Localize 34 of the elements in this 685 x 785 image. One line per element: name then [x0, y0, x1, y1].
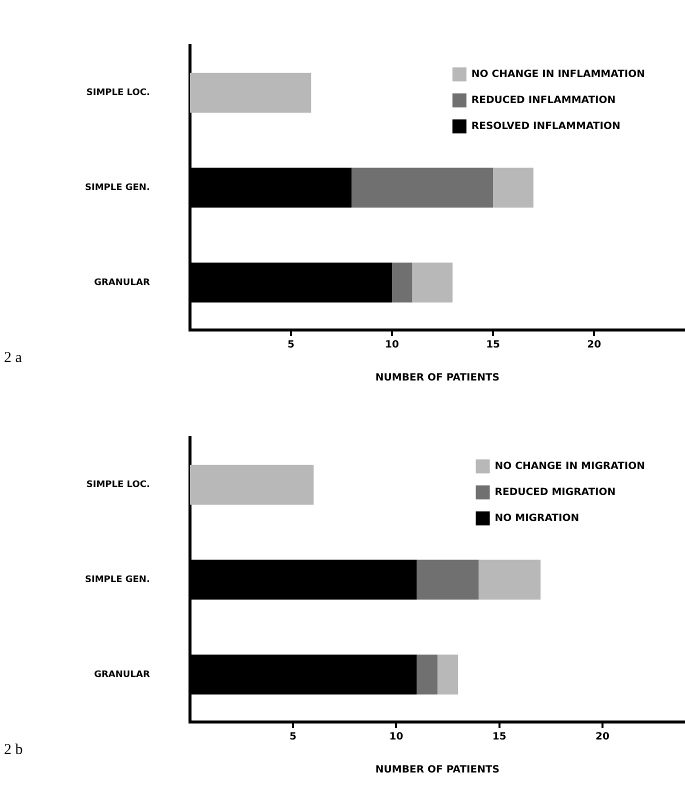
y-tick-label: SIMPLE GEN.: [84, 575, 150, 586]
legend-label: REDUCED MIGRATION: [494, 486, 616, 498]
bar: [392, 262, 412, 302]
x-tick-label: 10: [385, 340, 399, 351]
bar: [190, 464, 314, 505]
legend-label: REDUCED INFLAMMATION: [471, 94, 616, 106]
x-tick-label: 5: [290, 732, 297, 743]
legend-label: NO CHANGE IN MIGRATION: [494, 460, 646, 472]
legend-label: RESOLVED INFLAMMATION: [471, 120, 620, 132]
y-tick-label: SIMPLE GEN.: [84, 183, 150, 194]
bar: [352, 168, 494, 208]
x-axis-title: NUMBER OF PATIENTS: [375, 764, 500, 776]
x-axis-title: NUMBER OF PATIENTS: [375, 372, 500, 384]
x-tick-label: 15: [486, 340, 500, 351]
bar: [478, 560, 541, 600]
bar: [416, 654, 438, 694]
y-tick-label: GRANULAR: [94, 670, 150, 680]
x-tick-label: 10: [389, 732, 404, 743]
bar: [493, 168, 534, 208]
x-tick-label: 20: [596, 732, 610, 743]
text: 2 a: [4, 350, 22, 366]
text: 2 b: [4, 742, 23, 758]
bar: [437, 654, 458, 694]
bar: [190, 72, 312, 113]
y-tick-label: SIMPLE LOC.: [86, 88, 150, 98]
x-tick-label: 15: [492, 732, 506, 743]
y-tick-label: SIMPLE LOC.: [86, 480, 150, 490]
y-tick-label: GRANULAR: [94, 278, 150, 288]
legend-label: NO CHANGE IN INFLAMMATION: [471, 68, 646, 80]
bar: [416, 560, 479, 600]
bar: [412, 262, 453, 302]
legend-label: NO MIGRATION: [494, 512, 580, 524]
x-tick-label: 20: [587, 340, 602, 351]
x-tick-label: 5: [287, 340, 294, 351]
